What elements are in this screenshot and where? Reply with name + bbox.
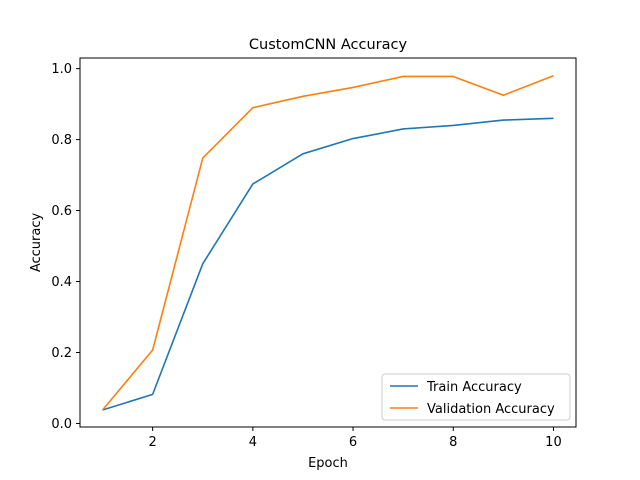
series-line-train	[102, 117, 554, 411]
x-tick-label: 10	[545, 435, 562, 450]
legend-label-validation: Validation Accuracy	[427, 402, 555, 417]
chart-title: CustomCNN Accuracy	[249, 37, 408, 53]
plot-frame	[79, 57, 577, 428]
x-axis-label: Epoch	[308, 456, 348, 471]
lines-layer	[101, 74, 554, 411]
x-axis-ticks: 2 4 6 8 10	[149, 427, 562, 450]
y-axis-label: Accuracy	[29, 213, 44, 273]
y-tick-label: 0.2	[51, 346, 72, 361]
y-tick-label: 0.0	[51, 417, 72, 432]
y-tick-label: 0.8	[51, 133, 72, 148]
legend-box	[381, 373, 571, 421]
y-tick-label: 0.6	[51, 204, 72, 219]
x-tick-label: 2	[149, 435, 157, 450]
x-tick-label: 8	[449, 435, 457, 450]
legend: Train Accuracy Validation Accuracy	[381, 373, 571, 421]
y-axis-ticks: 0.0 0.2 0.4 0.6 0.8 1.0	[51, 62, 80, 432]
series-line-validation	[101, 74, 554, 411]
legend-label-train: Train Accuracy	[426, 380, 522, 395]
x-tick-label: 6	[349, 435, 357, 450]
y-tick-label: 1.0	[51, 62, 72, 77]
y-tick-label: 0.4	[51, 275, 72, 290]
x-tick-label: 4	[249, 435, 257, 450]
